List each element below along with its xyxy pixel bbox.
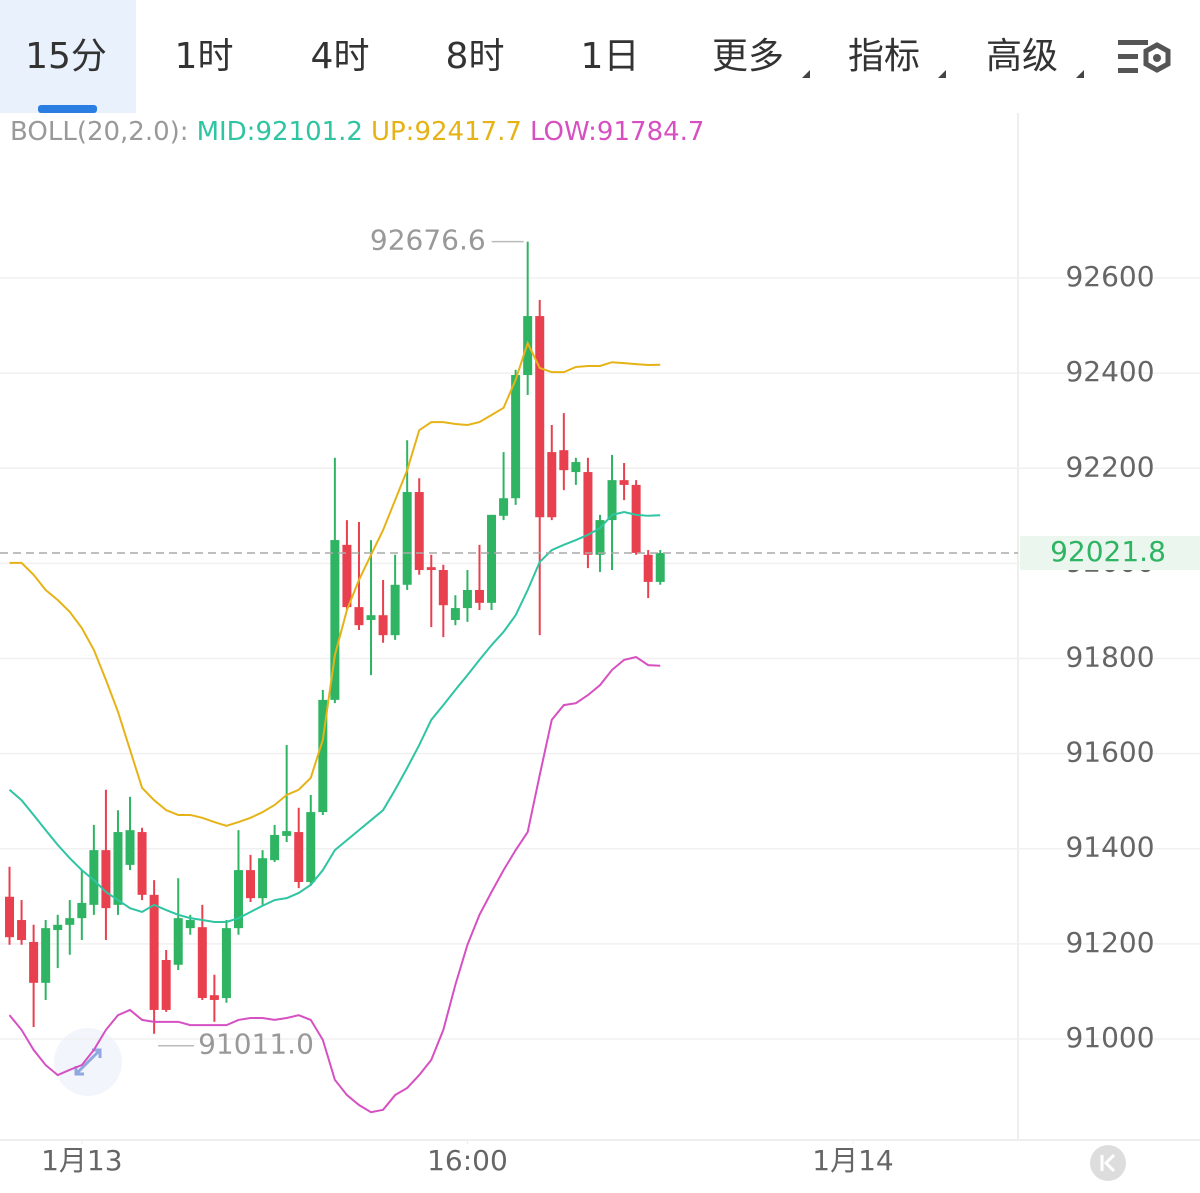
legend-low: LOW:91784.7 (530, 117, 704, 147)
boll-line (8, 510, 661, 923)
tab[interactable]: 8时 (446, 36, 505, 77)
candle-body (511, 375, 521, 499)
candle-body (149, 894, 159, 1010)
candle-body (125, 830, 135, 865)
x-tick-label: 16:00 (427, 1144, 508, 1177)
boll-line (8, 655, 661, 1114)
candle-body (342, 544, 352, 608)
boll-line (9, 340, 661, 827)
y-tick-label: 92400 (1065, 355, 1154, 388)
candle-body (29, 941, 39, 983)
candle-body (294, 832, 304, 883)
candle-body (366, 615, 376, 620)
candle-body (246, 870, 256, 899)
candle-body (5, 896, 15, 938)
candle-body (402, 492, 412, 585)
candle-body (583, 472, 593, 555)
tab[interactable]: 4时 (311, 36, 370, 77)
indicator-name: BOLL(20,2.0): (10, 117, 189, 147)
high-annotation: 92676.6 (370, 224, 486, 257)
candle-body (619, 480, 629, 485)
y-tick-label: 92200 (1065, 450, 1154, 483)
candle-body (607, 480, 617, 521)
candle-body (378, 615, 388, 636)
candle-body (197, 927, 207, 999)
candle-body (330, 540, 340, 700)
candle-body (209, 995, 219, 1000)
candle-body (161, 959, 171, 1010)
candle-body (270, 834, 280, 861)
candle-body (306, 812, 316, 883)
candle-body (631, 484, 641, 553)
candle-body (438, 570, 448, 606)
candle-body (53, 924, 63, 931)
candle-body (414, 492, 424, 571)
candle-body (258, 858, 268, 899)
candle-body (499, 498, 509, 516)
tab[interactable]: 高级 (986, 36, 1058, 77)
candle-body (89, 850, 99, 905)
candle-body (450, 608, 460, 620)
candle-body (354, 607, 364, 626)
candle-body (426, 567, 436, 571)
x-tick-label: 1月14 (812, 1144, 893, 1177)
candle-body (318, 699, 328, 813)
candle-body (185, 920, 195, 929)
active-tab-indicator (38, 105, 97, 113)
candle-body (487, 514, 497, 603)
y-tick-label: 91600 (1065, 736, 1154, 769)
candle-body (655, 553, 665, 582)
low-annotation: 91011.0 (198, 1028, 314, 1061)
candle-body (462, 589, 472, 609)
candle-body (390, 584, 400, 636)
y-tick-label: 91200 (1065, 926, 1154, 959)
candle-body (101, 850, 111, 909)
x-tick-label: 1月13 (41, 1144, 122, 1177)
candle-body (643, 554, 653, 582)
candle-body (474, 589, 484, 603)
candle-body (595, 520, 605, 555)
tab[interactable]: 更多 (712, 36, 784, 77)
y-tick-label: 91000 (1065, 1021, 1154, 1054)
tab-dropdown-arrow (802, 70, 810, 78)
candle-body (535, 316, 545, 518)
candle-body (233, 870, 243, 929)
candle-body (137, 832, 147, 895)
candle-body (282, 831, 292, 836)
tab[interactable]: 1时 (175, 36, 234, 77)
tab[interactable]: 指标 (848, 36, 920, 77)
candle-body (17, 920, 27, 941)
settings-icon[interactable] (1118, 40, 1171, 73)
tab[interactable]: 1日 (581, 36, 640, 77)
candle-body (65, 918, 75, 925)
tab[interactable]: 15分 (25, 36, 107, 77)
active-tab-bg (0, 0, 136, 113)
candle-body (113, 832, 123, 905)
candle-body (173, 918, 183, 965)
legend-up: UP:92417.7 (371, 117, 522, 147)
candle-body (571, 462, 581, 473)
last-price-box (1020, 536, 1200, 571)
last-price-label: 92021.8 (1050, 535, 1166, 568)
candle-body (221, 928, 231, 999)
y-tick-label: 91800 (1065, 640, 1154, 673)
candle-body (547, 452, 557, 518)
y-tick-label: 92600 (1065, 260, 1154, 293)
y-tick-label: 91400 (1065, 831, 1154, 864)
tab-dropdown-arrow (1076, 70, 1084, 78)
candle-body (77, 902, 87, 919)
tab-dropdown-arrow (938, 70, 946, 78)
scroll-end-button[interactable] (1090, 1145, 1126, 1181)
legend: BOLL(20,2.0): MID:92101.2 UP:92417.7 LOW:91… (10, 117, 704, 147)
candle-body (41, 928, 51, 983)
candle-body (559, 450, 569, 471)
legend-mid: MID:92101.2 (197, 117, 363, 147)
